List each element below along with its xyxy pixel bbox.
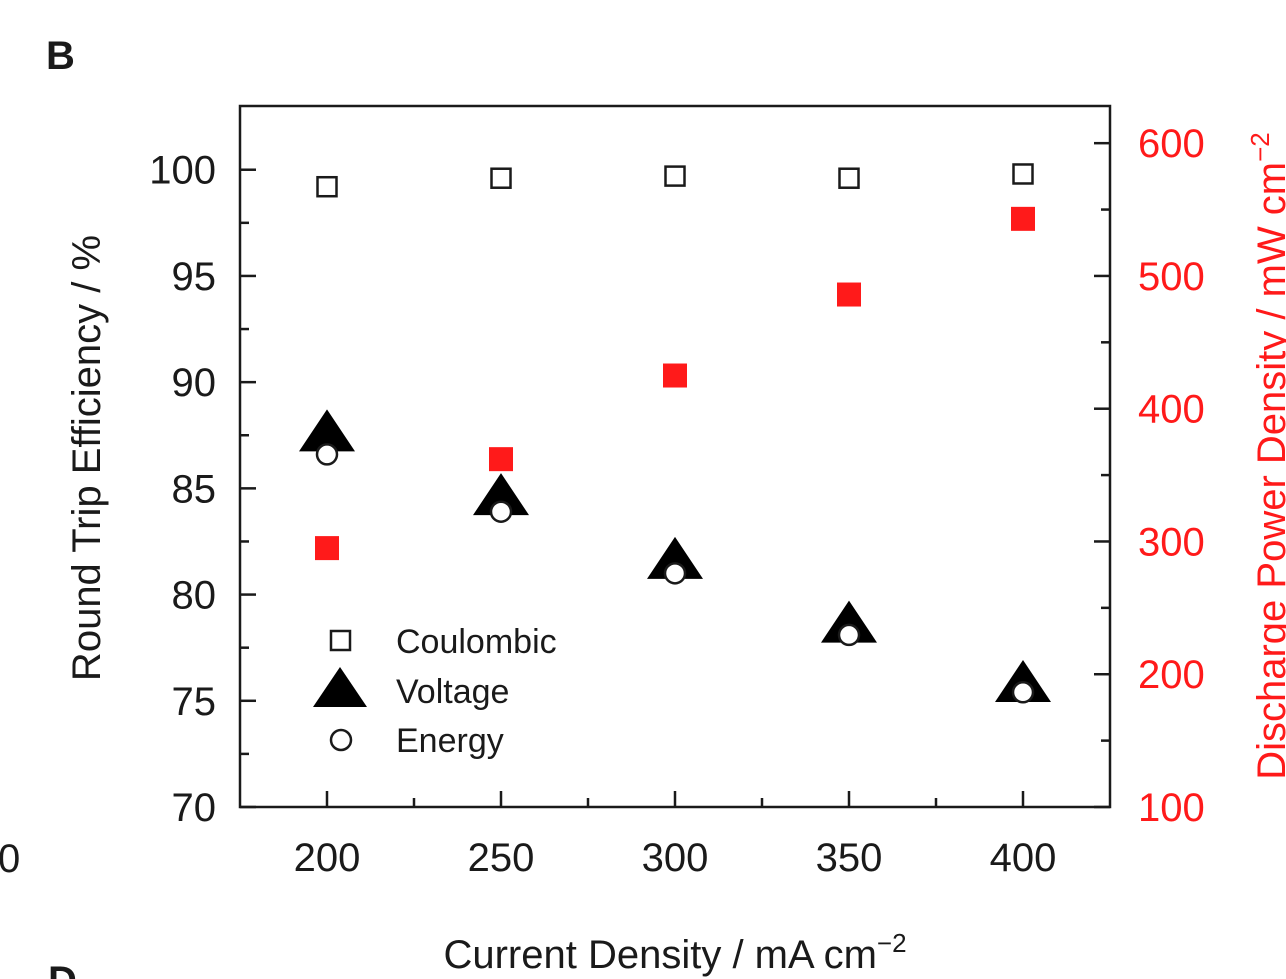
bottom-edge-fragment: D (48, 959, 77, 979)
coulombic-efficiency-point (316, 175, 338, 198)
x-tick-label: 300 (642, 836, 709, 880)
y-left-tick-label: 85 (172, 467, 217, 511)
power-density-point (663, 363, 687, 388)
data-markers (299, 163, 1051, 704)
y-axis-right-title-superscript: −2 (1245, 132, 1275, 162)
panel-label: B (46, 34, 75, 78)
y-axis-left-title: Round Trip Efficiency / % (65, 235, 109, 681)
y-right-tick-label: 300 (1138, 520, 1205, 564)
legend: Coulombic Voltage Energy (313, 623, 557, 760)
legend-energy-symbol (329, 728, 353, 752)
x-axis-title: Current Density / mA cm−2 (443, 928, 906, 977)
y-left-tick-label: 100 (149, 149, 216, 193)
energy-efficiency-point (315, 443, 339, 466)
coulombic-efficiency-point (664, 165, 686, 187)
x-axis-title-text: Current Density / mA cm (443, 933, 876, 977)
energy-efficiency-point (1011, 681, 1035, 704)
x-axis-title-superscript: −2 (877, 928, 907, 958)
y-left-tick-label: 90 (172, 361, 217, 405)
x-tick-label: 250 (468, 836, 535, 880)
power-density-point (315, 536, 339, 561)
legend-coulombic-label: Coulombic (396, 623, 557, 661)
legend-voltage-label: Voltage (396, 673, 509, 711)
legend-voltage-symbol (313, 667, 367, 707)
power-density-point (489, 447, 513, 472)
legend-coulombic-symbol (329, 629, 352, 652)
legend-energy-label: Energy (396, 722, 504, 760)
y-right-tick-label: 500 (1138, 255, 1205, 299)
energy-efficiency-point (489, 500, 513, 523)
power-density-point (837, 282, 861, 307)
x-tick-label: 350 (816, 836, 883, 880)
y-left-tick-label: 80 (172, 574, 217, 618)
coulombic-efficiency-point (838, 167, 860, 189)
y-axis-right-title: Discharge Power Density / mW cm−2 (1245, 132, 1286, 780)
power-density-point (1011, 206, 1035, 231)
left-edge-fragment: 0 (0, 837, 20, 881)
y-left-tick-label: 75 (172, 680, 217, 724)
voltage-efficiency-point (299, 409, 355, 452)
coulombic-efficiency-point (490, 167, 512, 189)
voltage-efficiency-point (821, 600, 877, 643)
y-left-tick-label: 95 (172, 255, 217, 299)
plot-area-frame (238, 104, 1112, 809)
energy-efficiency-point (663, 562, 687, 585)
x-tick-label: 400 (990, 836, 1057, 880)
tick-labels: 70 75 80 85 90 95 100 100 200 300 400 500 600 200 250 3… (149, 122, 1205, 880)
voltage-efficiency-point (473, 473, 529, 516)
energy-efficiency-point (837, 623, 861, 647)
y-right-tick-label: 400 (1138, 388, 1205, 432)
y-right-tick-label: 100 (1138, 786, 1205, 830)
axis-ticks (240, 141, 1110, 809)
y-right-tick-label: 600 (1138, 122, 1205, 166)
y-right-tick-label: 200 (1138, 653, 1205, 697)
voltage-efficiency-point (647, 536, 703, 579)
coulombic-efficiency-point (1012, 163, 1034, 185)
x-tick-label: 200 (294, 836, 361, 880)
y-left-tick-label: 70 (172, 786, 217, 830)
y-axis-right-title-text: Discharge Power Density / mW cm (1250, 162, 1286, 780)
